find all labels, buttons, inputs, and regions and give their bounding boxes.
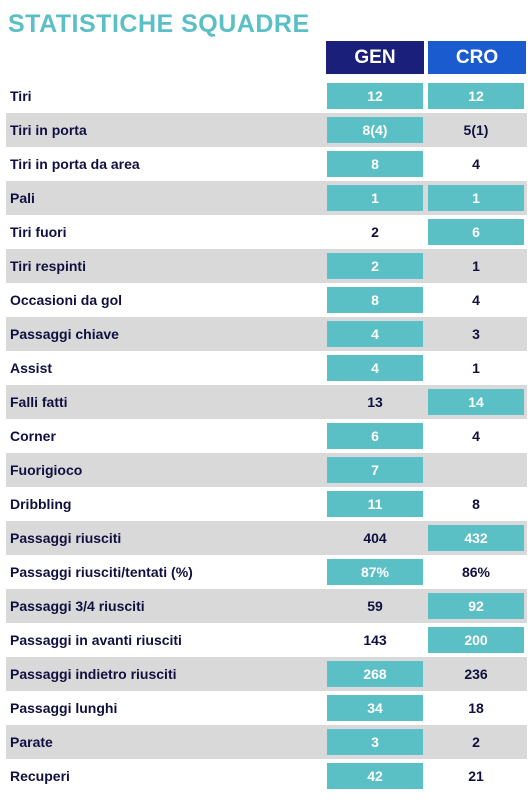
stat-value-home: 2	[371, 224, 379, 240]
stat-row: Occasioni da gol 8 4	[6, 283, 527, 317]
stat-label: Passaggi riusciti/tentati (%)	[10, 564, 193, 580]
team-header-home: GEN	[326, 41, 424, 74]
stat-label: Pali	[10, 190, 35, 206]
stat-row: Passaggi indietro riusciti 268 236	[6, 657, 527, 691]
stat-value-away: 21	[468, 768, 484, 784]
stat-value-home: 87%	[327, 559, 423, 585]
stat-label: Tiri in porta	[10, 122, 87, 138]
stat-label: Dribbling	[10, 496, 72, 512]
stat-label: Passaggi lunghi	[10, 700, 118, 716]
stat-value-away: 4	[472, 428, 480, 444]
stat-label: Passaggi chiave	[10, 326, 119, 342]
stat-value-away: 4	[472, 156, 480, 172]
stat-row: Passaggi in avanti riusciti 143 200	[6, 623, 527, 657]
stat-value-home: 3	[327, 729, 423, 755]
stat-row: Recuperi 42 21	[6, 759, 527, 793]
stat-label: Corner	[10, 428, 56, 444]
stat-row: Dribbling 11 8	[6, 487, 527, 521]
stat-value-home: 4	[327, 321, 423, 347]
stat-row: Passaggi chiave 4 3	[6, 317, 527, 351]
stat-label: Assist	[10, 360, 53, 376]
stat-value-away: 2	[472, 734, 480, 750]
stat-row: Falli fatti 13 14	[6, 385, 527, 419]
stat-row: Corner 6 4	[6, 419, 527, 453]
stat-value-home: 11	[327, 491, 423, 517]
stat-value-home: 2	[327, 253, 423, 279]
stat-label: Occasioni da gol	[10, 292, 123, 308]
stat-label: Tiri in porta da area	[10, 156, 140, 172]
stat-value-home: 59	[367, 598, 383, 614]
stat-value-home: 7	[327, 457, 423, 483]
stat-value-away: 3	[472, 326, 480, 342]
stat-row: Passaggi riusciti 404 432	[6, 521, 527, 555]
stat-value-home: 34	[327, 695, 423, 721]
stat-value-home: 12	[327, 83, 423, 109]
stat-value-away: 14	[428, 389, 524, 415]
stat-row: Fuorigioco 7	[6, 453, 527, 487]
stat-row: Tiri respinti 2 1	[6, 249, 527, 283]
stat-value-home: 143	[363, 632, 387, 648]
stat-value-away: 18	[468, 700, 484, 716]
stat-value-away: 4	[472, 292, 480, 308]
stat-value-away: 5(1)	[463, 122, 489, 138]
stat-value-home: 268	[327, 661, 423, 687]
stat-value-home: 404	[363, 530, 387, 546]
page-title: STATISTICHE SQUADRE	[8, 10, 310, 38]
stat-label: Recuperi	[10, 768, 70, 784]
stat-value-away: 200	[428, 627, 524, 653]
stat-label: Parate	[10, 734, 53, 750]
stat-value-away: 1	[472, 360, 480, 376]
stat-row: Tiri 12 12	[6, 79, 527, 113]
stat-label: Passaggi riusciti	[10, 530, 122, 546]
stat-value-away: 86%	[461, 564, 491, 580]
stat-row: Passaggi lunghi 34 18	[6, 691, 527, 725]
stat-value-away	[428, 457, 524, 483]
stat-row: Tiri in porta da area 8 4	[6, 147, 527, 181]
stat-value-away: 8	[472, 496, 480, 512]
stat-row: Tiri fuori 2 6	[6, 215, 527, 249]
stat-label: Falli fatti	[10, 394, 68, 410]
stat-label: Passaggi in avanti riusciti	[10, 632, 182, 648]
stat-value-home: 13	[367, 394, 383, 410]
stats-table: Tiri 12 12 Tiri in porta 8(4) 5(1) Tiri in por…	[6, 79, 527, 793]
stat-value-home: 8	[327, 151, 423, 177]
stat-row: Assist 4 1	[6, 351, 527, 385]
stat-value-away: 6	[428, 219, 524, 245]
stat-row: Tiri in porta 8(4) 5(1)	[6, 113, 527, 147]
stat-value-home: 1	[327, 185, 423, 211]
stat-value-away: 1	[428, 185, 524, 211]
stat-row: Passaggi riusciti/tentati (%) 87% 86%	[6, 555, 527, 589]
stat-value-home: 4	[327, 355, 423, 381]
team-header-away: CRO	[428, 41, 526, 74]
stat-row: Passaggi 3/4 riusciti 59 92	[6, 589, 527, 623]
stat-value-home: 42	[327, 763, 423, 789]
stat-value-away: 1	[472, 258, 480, 274]
stat-label: Fuorigioco	[10, 462, 83, 478]
stat-value-home: 8(4)	[327, 117, 423, 143]
stat-value-away: 236	[464, 666, 488, 682]
stat-row: Pali 1 1	[6, 181, 527, 215]
stat-label: Passaggi indietro riusciti	[10, 666, 177, 682]
stat-label: Passaggi 3/4 riusciti	[10, 598, 145, 614]
stat-value-home: 8	[327, 287, 423, 313]
stat-label: Tiri fuori	[10, 224, 67, 240]
stat-label: Tiri	[10, 88, 32, 104]
stat-row: Parate 3 2	[6, 725, 527, 759]
stat-value-away: 12	[428, 83, 524, 109]
stat-value-home: 6	[327, 423, 423, 449]
stat-value-away: 432	[428, 525, 524, 551]
stat-label: Tiri respinti	[10, 258, 86, 274]
stat-value-away: 92	[428, 593, 524, 619]
